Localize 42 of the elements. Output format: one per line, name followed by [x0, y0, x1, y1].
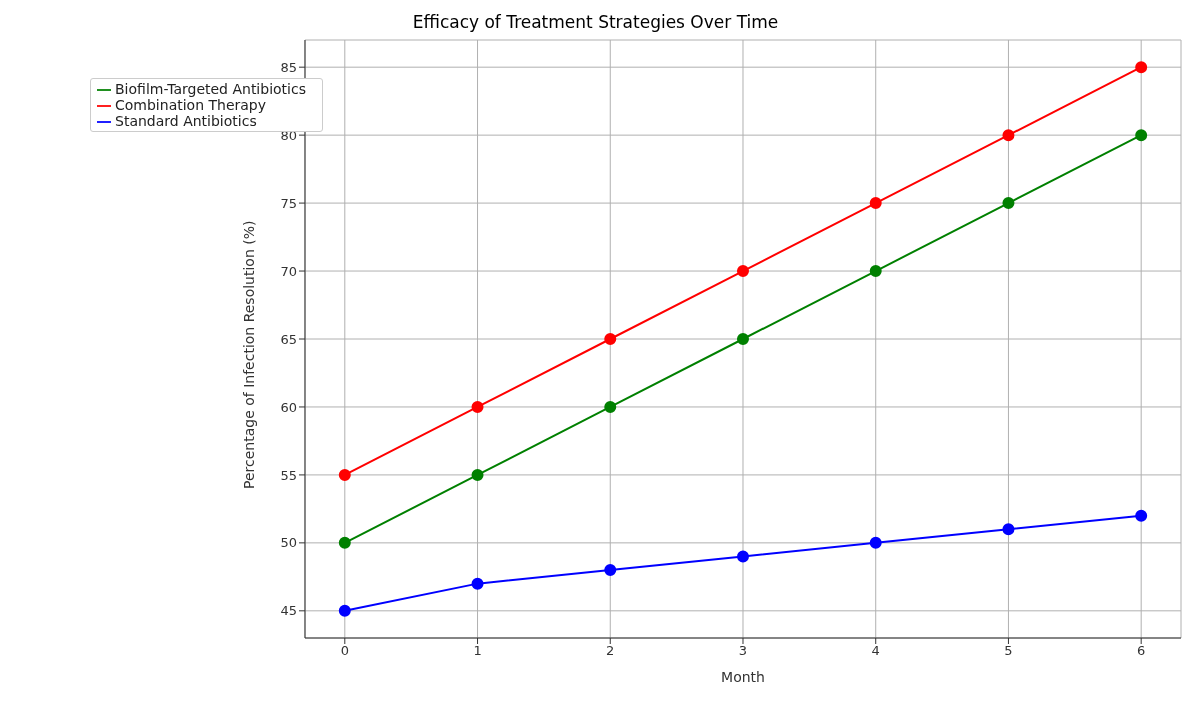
point [869, 265, 882, 278]
point [1002, 129, 1015, 142]
y-tick-label: 60 [280, 399, 297, 415]
y-tick-label: 70 [280, 263, 297, 279]
point [1002, 197, 1015, 210]
y-tick-label: 55 [280, 467, 297, 483]
y-axis-title: Percentage of Infection Resolution (%) [240, 220, 257, 489]
x-tick-label: 1 [473, 643, 482, 659]
point [736, 333, 749, 345]
point [1135, 509, 1148, 522]
point [736, 265, 749, 278]
x-tick-label: 5 [1004, 643, 1013, 659]
point [471, 577, 484, 590]
y-tick-label: 85 [280, 59, 297, 75]
point [471, 468, 484, 481]
x-tick-label: 3 [738, 643, 748, 659]
legend-label: Standard Antibiotics [115, 113, 257, 129]
y-tick-label: 65 [280, 331, 297, 347]
point [338, 468, 351, 481]
legend-label: Biofilm-Targeted Antibiotics [115, 81, 306, 97]
point [604, 400, 617, 413]
point [338, 536, 351, 549]
x-tick-label: 6 [1137, 643, 1146, 659]
x-tick-label: 4 [871, 643, 880, 659]
y-tick-label: 50 [280, 535, 297, 551]
x-tick-label: 0 [340, 643, 349, 659]
point [1002, 523, 1015, 536]
point [338, 604, 351, 617]
point [471, 400, 484, 413]
x-tick-label: 2 [606, 643, 615, 659]
point [1135, 61, 1148, 74]
point [604, 564, 617, 577]
x-axis-title: Month [721, 669, 765, 685]
point [869, 536, 882, 549]
chart-title: Efficacy of Treatment Strategies Over Time [411, 11, 780, 34]
point [604, 333, 617, 345]
y-tick-label: 75 [280, 195, 297, 211]
y-tick-label: 45 [280, 603, 297, 619]
point [1135, 129, 1148, 142]
point [869, 197, 882, 210]
point [736, 550, 749, 563]
legend-label: Combination Therapy [115, 97, 267, 113]
